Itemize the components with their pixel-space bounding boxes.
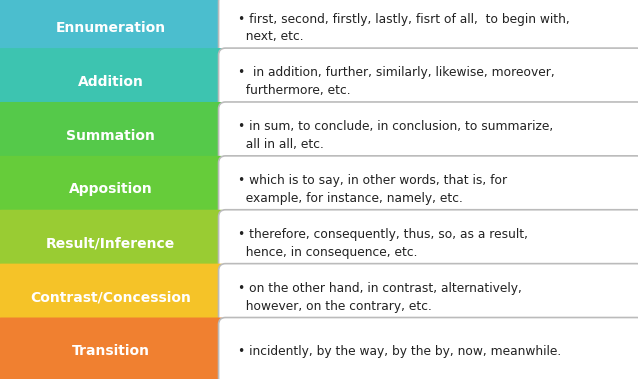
Text: Addition: Addition [78,75,144,89]
FancyBboxPatch shape [0,318,228,379]
Text: Result/Inference: Result/Inference [46,236,175,251]
Text: • in sum, to conclude, in conclusion, to summarize,
  all in all, etc.: • in sum, to conclude, in conclusion, to… [237,121,553,151]
Text: • which is to say, in other words, that is, for
  example, for instance, namely,: • which is to say, in other words, that … [237,174,507,205]
FancyBboxPatch shape [219,0,638,61]
FancyBboxPatch shape [219,210,638,277]
FancyBboxPatch shape [0,156,228,223]
Text: Contrast/Concession: Contrast/Concession [31,290,191,304]
Text: • incidently, by the way, by the by, now, meanwhile.: • incidently, by the way, by the by, now… [237,345,561,358]
Text: •  in addition, further, similarly, likewise, moreover,
  furthermore, etc.: • in addition, further, similarly, likew… [237,66,554,97]
Text: Summation: Summation [66,128,155,143]
FancyBboxPatch shape [219,318,638,379]
FancyBboxPatch shape [219,102,638,169]
FancyBboxPatch shape [219,48,638,115]
FancyBboxPatch shape [219,264,638,331]
Text: • therefore, consequently, thus, so, as a result,
  hence, in consequence, etc.: • therefore, consequently, thus, so, as … [237,228,528,258]
FancyBboxPatch shape [219,156,638,223]
FancyBboxPatch shape [0,48,228,115]
Text: • on the other hand, in contrast, alternatively,
  however, on the contrary, etc: • on the other hand, in contrast, altern… [237,282,521,313]
Text: Apposition: Apposition [69,183,152,196]
Text: Transition: Transition [72,344,150,358]
Text: Ennumeration: Ennumeration [56,21,166,35]
Text: • first, second, firstly, lastly, fisrt of all,  to begin with,
  next, etc.: • first, second, firstly, lastly, fisrt … [237,13,569,43]
FancyBboxPatch shape [0,0,228,61]
FancyBboxPatch shape [0,102,228,169]
FancyBboxPatch shape [0,210,228,277]
FancyBboxPatch shape [0,264,228,331]
